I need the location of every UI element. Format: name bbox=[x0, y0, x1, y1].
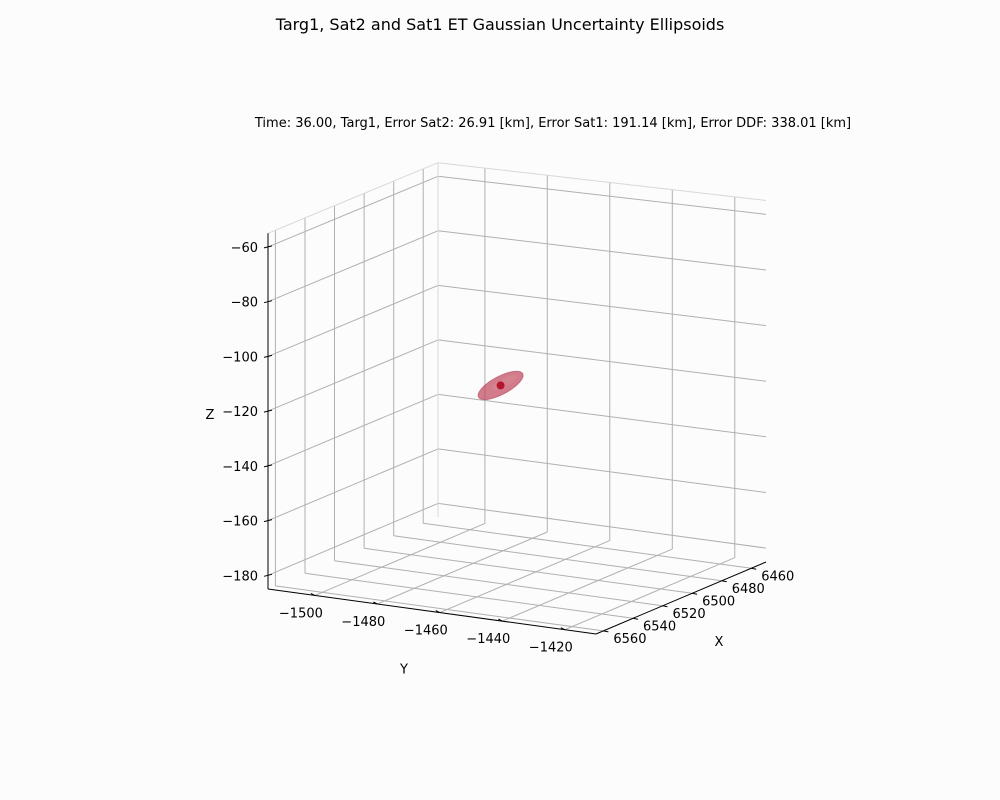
grid-line-z-wall-a bbox=[267, 339, 439, 412]
x-tick-label: 6560 bbox=[613, 632, 646, 647]
grid-line-floor-y bbox=[502, 548, 673, 622]
x-tick-mark bbox=[603, 630, 609, 633]
grid-line-z-wall-b bbox=[437, 230, 767, 271]
x-tick-label: 6540 bbox=[643, 619, 676, 634]
grid-line-floor-x bbox=[364, 547, 693, 594]
chart-subtitle: Time: 36.00, Targ1, Error Sat2: 26.91 [k… bbox=[254, 116, 851, 131]
z-tick-label: −120 bbox=[222, 405, 258, 420]
grid-line-z-wall-a bbox=[267, 502, 439, 576]
x-axis-line bbox=[595, 561, 767, 635]
y-tick-mark bbox=[310, 592, 316, 596]
z-tick-label: −60 bbox=[231, 241, 258, 256]
z-tick-label: −180 bbox=[222, 569, 258, 584]
grid-line-z-wall-a bbox=[267, 284, 439, 357]
y-tick-mark bbox=[498, 618, 503, 622]
y-axis-label: Y bbox=[399, 663, 408, 678]
z-tick-label: −160 bbox=[222, 515, 258, 530]
grid-line-z-wall-b bbox=[437, 393, 767, 438]
y-tick-label: −1460 bbox=[404, 624, 448, 639]
x-tick-mark bbox=[692, 592, 698, 595]
target-point bbox=[496, 381, 505, 390]
z-tick-mark bbox=[263, 409, 273, 413]
grid-line-z-wall-b bbox=[437, 339, 767, 382]
data-marks bbox=[477, 370, 524, 401]
z-tick-label: −100 bbox=[222, 350, 258, 365]
z-tick-mark bbox=[263, 354, 273, 358]
x-tick-mark bbox=[721, 580, 727, 583]
z-tick-mark bbox=[263, 573, 273, 577]
x-tick-label: 6500 bbox=[702, 594, 735, 609]
grid-line-floor-y bbox=[439, 540, 610, 614]
pane-edge bbox=[267, 162, 439, 234]
y-tick-mark bbox=[560, 627, 566, 631]
pane-edge bbox=[437, 162, 767, 201]
y-tick-label: −1440 bbox=[466, 632, 510, 647]
axes bbox=[263, 233, 767, 635]
grid-line-z-wall-a bbox=[267, 175, 439, 248]
grid-line-floor-x bbox=[304, 572, 634, 619]
x-axis-label: X bbox=[715, 635, 724, 650]
grid-line-z-wall-b bbox=[437, 502, 767, 549]
z-tick-mark bbox=[263, 464, 273, 468]
x-tick-label: 6460 bbox=[761, 569, 794, 584]
y-axis-line bbox=[267, 588, 597, 635]
grid-line-floor-y bbox=[377, 531, 548, 605]
z-tick-label: −80 bbox=[231, 296, 258, 311]
grid-line-floor-x bbox=[423, 522, 752, 569]
grid-line-z-wall-b bbox=[437, 175, 767, 215]
z-tick-label: −140 bbox=[222, 460, 258, 475]
grid-line-z-wall-b bbox=[437, 284, 767, 327]
z-tick-mark bbox=[263, 300, 273, 304]
y-tick-mark bbox=[435, 610, 441, 614]
x-tick-mark bbox=[632, 617, 639, 620]
y-tick-label: −1480 bbox=[341, 615, 385, 630]
x-tick-mark bbox=[751, 567, 757, 570]
y-tick-label: −1500 bbox=[279, 606, 323, 621]
y-tick-label: −1420 bbox=[529, 641, 573, 656]
grid-line-z-wall-a bbox=[267, 448, 439, 522]
grid-line-z-wall-a bbox=[267, 230, 439, 303]
grid-line-floor-y bbox=[314, 522, 486, 596]
x-tick-label: 6520 bbox=[673, 607, 706, 622]
z-tick-mark bbox=[263, 245, 273, 249]
z-tick-mark bbox=[263, 519, 273, 523]
grid-line-floor-y bbox=[564, 557, 735, 631]
z-axis-label: Z bbox=[206, 408, 215, 423]
grid-line-z-wall-a bbox=[267, 393, 439, 467]
x-tick-label: 6480 bbox=[732, 582, 765, 597]
grid-line-z-wall-b bbox=[437, 448, 767, 493]
grid-line-floor-x bbox=[334, 560, 663, 607]
grid-line-floor-x bbox=[275, 585, 604, 632]
tick-labels: −1500 −1480 −1460 −1440 −1420 646064806500652… bbox=[222, 241, 794, 656]
x-tick-mark bbox=[662, 605, 668, 608]
chart-title: Targ1, Sat2 and Sat1 ET Gaussian Uncerta… bbox=[275, 15, 725, 34]
grid-line-floor-x bbox=[393, 535, 722, 582]
y-tick-mark bbox=[373, 601, 378, 605]
grid-lines bbox=[267, 162, 767, 632]
